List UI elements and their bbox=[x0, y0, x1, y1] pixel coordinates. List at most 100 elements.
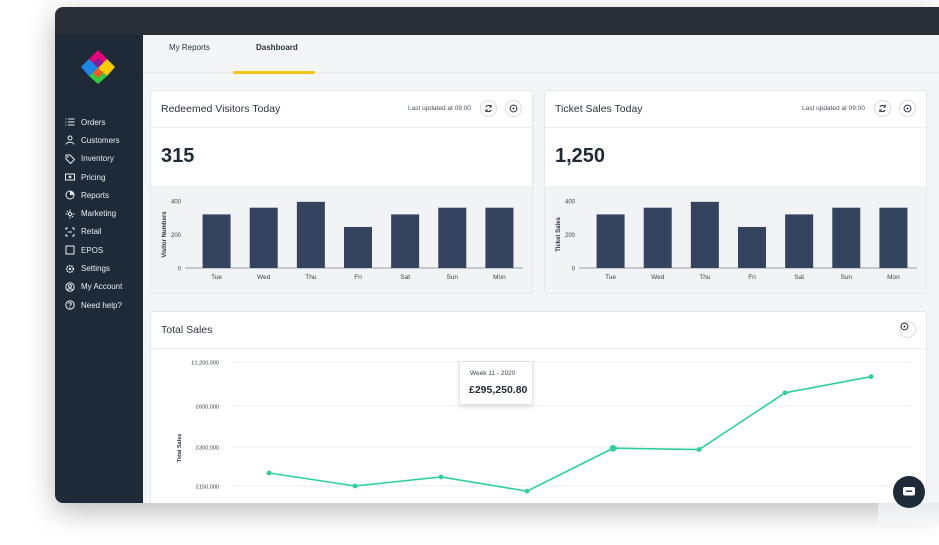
visitors-value: 315 bbox=[161, 145, 195, 167]
chart-tooltip: Week 11 - 2020 £295,250.80 bbox=[459, 361, 533, 405]
sidebar-item-label: Reports bbox=[81, 190, 110, 200]
data-point bbox=[609, 444, 617, 452]
bar bbox=[596, 214, 625, 268]
x-tick-label: Mon bbox=[493, 274, 506, 281]
page-edge bbox=[878, 503, 939, 523]
y-tick-label: 200 bbox=[171, 233, 182, 239]
x-tick-label: Fri bbox=[748, 274, 756, 281]
minimize-dot[interactable] bbox=[78, 16, 88, 26]
refresh-button[interactable] bbox=[874, 100, 891, 117]
card-divider bbox=[545, 127, 926, 128]
tickets-value: 1,250 bbox=[555, 145, 606, 167]
x-tick-label: Sun bbox=[446, 274, 458, 281]
data-point bbox=[868, 374, 874, 380]
x-tick-label: Tue bbox=[211, 274, 222, 281]
data-point bbox=[266, 470, 272, 476]
sidebar-item-reports[interactable]: Reports bbox=[55, 186, 143, 204]
info-button[interactable] bbox=[899, 321, 916, 338]
y-tick-label: £600,000 bbox=[196, 405, 219, 411]
chat-button[interactable] bbox=[893, 476, 925, 508]
sidebar-item-label: Settings bbox=[81, 264, 110, 274]
x-tick-label: Wed bbox=[651, 274, 665, 281]
main-content: My Reports Dashboard Redeemed Visitors T… bbox=[143, 35, 939, 503]
data-point bbox=[696, 447, 702, 452]
sidebar-item-retail[interactable]: Retail bbox=[55, 223, 143, 241]
y-tick-label: £300,000 bbox=[196, 446, 219, 452]
maximize-dot[interactable] bbox=[92, 16, 102, 26]
y-axis-label: Total Sales bbox=[177, 434, 183, 463]
window-titlebar bbox=[55, 7, 939, 35]
refresh-button[interactable] bbox=[480, 100, 497, 117]
last-updated-text: Last updated at 09:00 bbox=[802, 105, 865, 112]
info-button[interactable] bbox=[899, 100, 916, 117]
sidebar-item-label: EPOS bbox=[81, 245, 104, 255]
scan-icon bbox=[65, 227, 75, 237]
x-tick-label: Sat bbox=[400, 274, 410, 281]
y-tick-label: 200 bbox=[565, 233, 576, 239]
tooltip-label: Week 11 - 2020 bbox=[470, 370, 516, 377]
info-icon bbox=[509, 104, 518, 113]
bar bbox=[249, 207, 278, 268]
card-divider bbox=[151, 348, 926, 349]
y-tick-label: 0 bbox=[178, 267, 182, 273]
visitors-chart-area: 0 200 400 Visitor Numbers Tue Wed Thu Fri Sat Sun… bbox=[151, 186, 532, 293]
sidebar-item-settings[interactable]: Settings bbox=[55, 259, 143, 277]
active-tab-indicator bbox=[233, 71, 315, 74]
sidebar-item-need-help[interactable]: Need help? bbox=[55, 296, 143, 314]
sidebar-item-label: Inventory bbox=[81, 154, 114, 164]
sidebar-item-label: Orders bbox=[81, 117, 106, 127]
bar bbox=[391, 214, 420, 268]
sidebar-item-label: Need help? bbox=[81, 300, 122, 310]
y-tick-label: 400 bbox=[171, 200, 182, 206]
bar bbox=[643, 207, 672, 268]
bar bbox=[738, 226, 766, 268]
tab-dashboard[interactable]: Dashboard bbox=[256, 43, 298, 52]
y-axis-label: Ticket Sales bbox=[556, 217, 562, 252]
tab-bar: My Reports Dashboard bbox=[143, 35, 939, 74]
info-icon bbox=[900, 322, 909, 331]
sidebar-item-inventory[interactable]: Inventory bbox=[55, 150, 143, 168]
sidebar-item-epos[interactable]: EPOS bbox=[55, 241, 143, 259]
sidebar-item-label: Marketing bbox=[81, 209, 117, 219]
app-window: Orders Customers Inventory Pricing Repor… bbox=[55, 7, 939, 503]
x-tick-label: Tue bbox=[605, 274, 616, 281]
sidebar-item-orders[interactable]: Orders bbox=[55, 113, 143, 131]
sidebar-item-pricing[interactable]: Pricing bbox=[55, 168, 143, 186]
x-tick-label: Thu bbox=[699, 274, 711, 281]
y-tick-label: £150,000 bbox=[196, 485, 219, 491]
sidebar-item-label: Retail bbox=[81, 227, 102, 237]
tickets-bar-chart: 0 200 400 Ticket Sales Tue Wed Thu Fri Sat Sun Mon bbox=[556, 200, 917, 281]
user-icon bbox=[65, 135, 75, 146]
sidebar-item-label: Customers bbox=[81, 135, 120, 145]
x-tick-label: Mon bbox=[887, 274, 900, 281]
sidebar-item-my-account[interactable]: My Account bbox=[55, 278, 143, 296]
data-point bbox=[524, 488, 530, 494]
close-dot[interactable] bbox=[64, 16, 74, 26]
sidebar: Orders Customers Inventory Pricing Repor… bbox=[55, 35, 143, 503]
bar bbox=[785, 214, 814, 268]
tab-my-reports[interactable]: My Reports bbox=[169, 43, 210, 52]
gear-icon bbox=[65, 264, 75, 274]
y-tick-label: £1,200,000 bbox=[191, 361, 219, 367]
brand-logo bbox=[81, 50, 115, 84]
bar bbox=[296, 201, 325, 268]
tag-icon bbox=[65, 154, 75, 164]
list-icon bbox=[65, 117, 75, 127]
card-title: Redeemed Visitors Today bbox=[161, 103, 281, 115]
bar bbox=[485, 207, 514, 268]
sparkle-icon bbox=[65, 209, 75, 219]
sidebar-item-marketing[interactable]: Marketing bbox=[55, 204, 143, 222]
info-icon bbox=[903, 104, 912, 113]
x-tick-label: Thu bbox=[305, 274, 317, 281]
bar bbox=[879, 207, 908, 268]
card-title: Total Sales bbox=[161, 324, 213, 336]
sidebar-item-customers[interactable]: Customers bbox=[55, 131, 143, 149]
refresh-icon bbox=[879, 104, 886, 113]
info-button[interactable] bbox=[505, 100, 522, 117]
total-sales-line-chart: £1,200,000 £600,000 £300,000 £150,000 Total … bbox=[177, 361, 911, 494]
card-title: Ticket Sales Today bbox=[555, 103, 643, 115]
x-tick-label: Wed bbox=[257, 274, 271, 281]
x-tick-label: Sun bbox=[840, 274, 852, 281]
visitors-card: Redeemed Visitors Today Last updated at … bbox=[150, 90, 533, 294]
